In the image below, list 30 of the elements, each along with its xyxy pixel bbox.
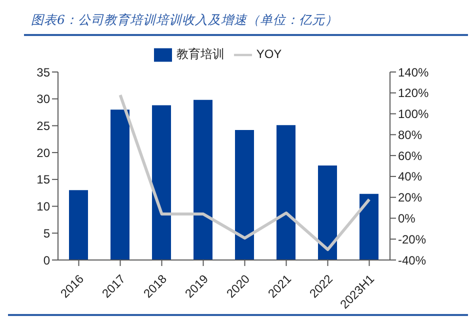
y-tick-label: 25	[36, 118, 50, 133]
y2-tick-label: -40%	[398, 253, 426, 268]
y-tick-label: 20	[36, 146, 50, 160]
bar	[276, 125, 296, 260]
y-tick-label: 5	[43, 226, 50, 240]
y-tick-label: 15	[36, 172, 50, 187]
y2-tick-label: 20%	[398, 190, 422, 205]
y2-tick-label: 60%	[398, 148, 422, 163]
y2-tick-label: 40%	[398, 170, 422, 184]
y2-tick-label: 0%	[398, 211, 416, 226]
y2-tick-label: 80%	[398, 128, 422, 142]
y-tick-label: 10	[36, 200, 50, 214]
bar	[69, 190, 88, 260]
bar	[235, 130, 254, 260]
bar	[152, 105, 171, 260]
bar	[194, 100, 212, 260]
y-tick-label: 35	[36, 65, 50, 80]
line-series	[118, 93, 371, 252]
bar	[360, 194, 378, 260]
y2-tick-label: -20%	[398, 232, 426, 246]
y2-tick-label: 120%	[398, 86, 430, 100]
bar	[110, 110, 130, 260]
legend-label: YOY	[256, 47, 282, 62]
y-tick-label: 30	[36, 92, 50, 106]
chart-title: 图表6：公司教育培训培训收入及增速（单位：亿元）	[31, 12, 338, 29]
y2-tick-label: 100%	[398, 107, 430, 122]
legend-label: 教育培训	[176, 47, 224, 62]
y-tick-label: 0	[43, 253, 50, 268]
bar	[318, 165, 337, 260]
y2-tick-label: 140%	[398, 65, 430, 80]
